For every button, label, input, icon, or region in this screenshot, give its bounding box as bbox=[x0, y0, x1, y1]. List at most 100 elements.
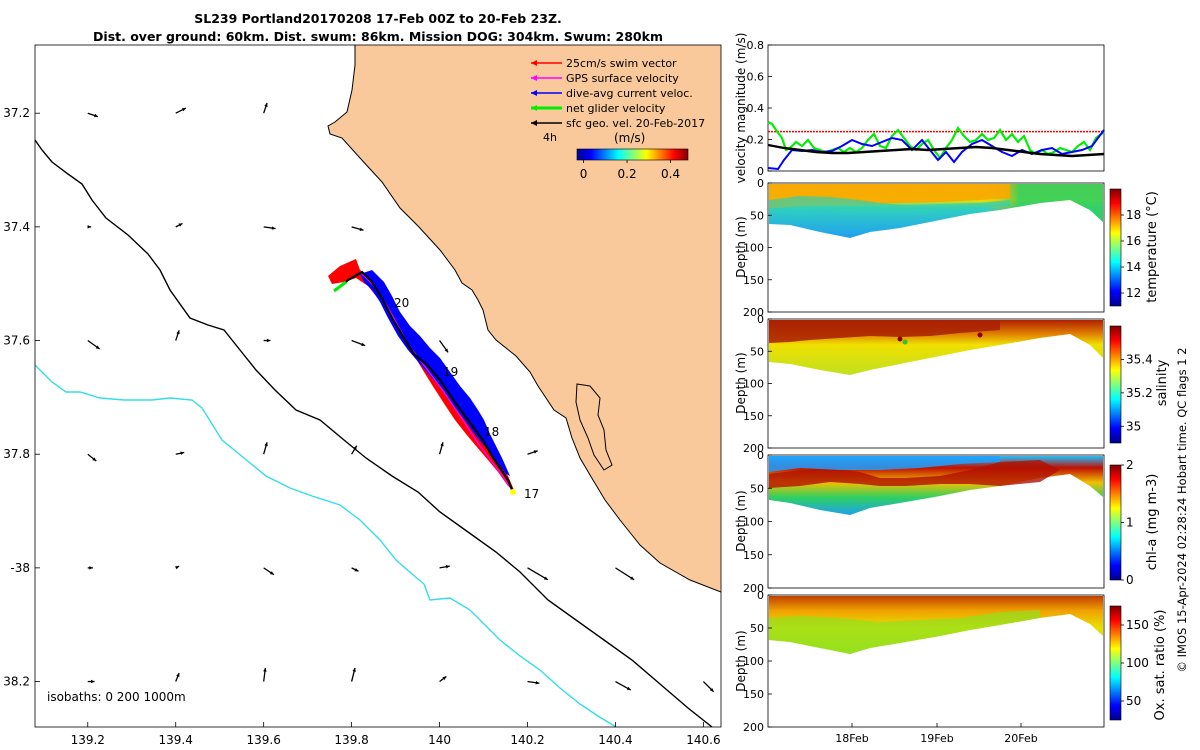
depth-tick-label: 50 bbox=[750, 482, 764, 495]
velocity-y-tick-label: 0.8 bbox=[747, 39, 765, 52]
chla-panel: 0 50 100 150 200 Depth (m) 2 1 0 chl-a (mg m-3… bbox=[734, 449, 1160, 595]
temperature-section-upper bbox=[769, 184, 1103, 222]
sfc-geo-arrow bbox=[527, 567, 549, 581]
sfc-geo-arrowhead bbox=[630, 576, 635, 580]
sfc-geo-arrowhead bbox=[175, 566, 180, 570]
sfc-geo-velocity-line bbox=[767, 143, 1105, 158]
chla-colorbar-ticks: 2 1 0 bbox=[1121, 458, 1134, 587]
sfc-geo-arrowhead bbox=[264, 442, 268, 447]
figure-title-line1: SL239 Portland20170208 17-Feb 00Z to 20-… bbox=[194, 11, 562, 26]
velocity-panel: 0 0.2 0.4 0.6 0.8 velocity magnitude (m/s) bbox=[734, 33, 1105, 183]
sfc-geo-arrowhead bbox=[89, 566, 93, 570]
land-area bbox=[328, 45, 721, 592]
cbar-tick-label: 35.4 bbox=[1126, 352, 1153, 366]
depth-tick-label: 50 bbox=[750, 345, 764, 358]
legend-label-swim: 25cm/s swim vector bbox=[566, 57, 677, 70]
map-frame bbox=[34, 44, 722, 728]
depth-tick-label: 150 bbox=[743, 549, 764, 562]
sfc-geo-arrowhead bbox=[626, 686, 631, 691]
salinity-colorbar-ticks: 35.4 35.2 35 bbox=[1121, 352, 1153, 433]
sfc-geo-arrowhead bbox=[440, 442, 444, 447]
sfc-geo-arrowhead bbox=[533, 450, 538, 454]
cbar-tick-label: 2 bbox=[1126, 458, 1134, 472]
legend-arrowhead-sfc_geo bbox=[531, 120, 537, 126]
depth-tick-label: 200 bbox=[743, 306, 764, 319]
sfc-geo-arrowhead bbox=[87, 225, 92, 229]
speed-cbar-tick-label: 0.4 bbox=[661, 167, 680, 181]
temperature-y-ticks: 0 50 100 150 200 bbox=[743, 177, 772, 319]
salinity-panel: 0 50 100 150 200 Depth (m) 35.4 35.2 35 salini… bbox=[734, 313, 1170, 455]
depth-tick-label: 0 bbox=[757, 177, 764, 190]
depth-tick-label: 200 bbox=[743, 582, 764, 595]
legend-arrowhead-swim bbox=[531, 60, 537, 66]
track-line bbox=[335, 270, 515, 493]
legend-arrowhead-dive_avg bbox=[531, 90, 537, 96]
velocity-y-tick-label: 0.4 bbox=[747, 102, 765, 115]
track-end-marker bbox=[510, 489, 516, 495]
legend-label-net: net glider velocity bbox=[566, 102, 666, 115]
legend-arrowhead-net bbox=[531, 105, 537, 111]
sfc-geo-arrowhead bbox=[543, 576, 548, 580]
velocity-y-tick-label: 0.2 bbox=[747, 134, 765, 147]
temperature-colorbar-ticks: 18 16 14 12 bbox=[1121, 208, 1141, 300]
cbar-tick-label: 35.2 bbox=[1126, 386, 1153, 400]
speed-colorbar bbox=[576, 148, 689, 161]
track-map: 20 19 18 17 139.2 139.4 139.6 139.8 140 140.2… bbox=[3, 44, 722, 747]
salinity-spot bbox=[897, 336, 903, 342]
day-label-20: 20 bbox=[394, 296, 409, 310]
velocity-y-ticks: 0 0.2 0.4 0.6 0.8 bbox=[747, 39, 772, 178]
map-x-tick-label: 140 bbox=[428, 733, 451, 747]
velocity-y-tick-label: 0.6 bbox=[747, 71, 765, 84]
oxygen-y-ticks: 0 50 100 150 200 bbox=[743, 589, 772, 734]
sfc-geo-arrowhead bbox=[266, 338, 271, 343]
chla-cbar-label: chl-a (mg m-3) bbox=[1145, 474, 1160, 571]
temperature-ylabel: Depth (m) bbox=[734, 216, 748, 277]
sfc-geo-arrowhead bbox=[535, 681, 540, 685]
legend-arrowhead-gps bbox=[531, 75, 537, 81]
salinity-colorbar bbox=[1109, 325, 1122, 444]
sfc-geo-arrowhead bbox=[709, 687, 714, 692]
map-y-tick-label: 37.2 bbox=[3, 106, 30, 120]
map-x-tick-label: 140.4 bbox=[598, 733, 632, 747]
oxygen-panel: 0 50 100 150 200 Depth (m) 18Feb 19Feb 20Feb 1… bbox=[734, 589, 1168, 745]
map-y-tick-label: 37.8 bbox=[3, 447, 30, 461]
oxygen-colorbar-ticks: 150 100 50 bbox=[1121, 618, 1149, 708]
sfc-geo-arrowhead bbox=[176, 673, 180, 678]
sfc-geo-arrowhead bbox=[271, 226, 276, 230]
oxygen-ylabel: Depth (m) bbox=[734, 630, 748, 691]
time-tick-label: 20Feb bbox=[1004, 732, 1037, 745]
map-legend: 25cm/s swim vector GPS surface velocity di… bbox=[531, 57, 705, 130]
sfc-geo-arrowhead bbox=[442, 676, 447, 680]
cbar-tick-label: 12 bbox=[1126, 286, 1141, 300]
map-x-tick-label: 139.4 bbox=[159, 733, 193, 747]
net-velocity-segment bbox=[333, 280, 347, 293]
temperature-thermocline bbox=[769, 196, 1010, 212]
salinity-spot bbox=[902, 339, 908, 345]
sfc-geo-arrow bbox=[615, 567, 635, 581]
depth-tick-label: 50 bbox=[750, 209, 764, 222]
map-x-tick-label: 139.8 bbox=[334, 733, 368, 747]
time-tick-label: 18Feb bbox=[835, 732, 868, 745]
depth-tick-label: 150 bbox=[743, 688, 764, 701]
cbar-tick-label: 14 bbox=[1126, 260, 1141, 274]
isobath-note: isobaths: 0 200 1000m bbox=[47, 690, 186, 704]
temperature-colorbar bbox=[1109, 188, 1122, 307]
salinity-surface-band bbox=[769, 320, 1000, 343]
oxygen-colorbar bbox=[1109, 605, 1122, 721]
legend-label-dive_avg: dive-avg current veloc. bbox=[566, 87, 693, 100]
colorbar-unit: (m/s) bbox=[614, 131, 645, 145]
map-y-tick-label: -38 bbox=[10, 561, 30, 575]
map-x-tick-label: 140.6 bbox=[686, 733, 720, 747]
sfc-geo-arrowhead bbox=[94, 113, 98, 118]
velocity-y-tick-label: 0 bbox=[757, 165, 764, 178]
depth-tick-label: 0 bbox=[757, 449, 764, 462]
cbar-tick-label: 16 bbox=[1126, 234, 1141, 248]
sfc-geo-arrowhead bbox=[178, 223, 183, 227]
sfc-geo-arrowhead bbox=[90, 679, 95, 684]
depth-tick-label: 150 bbox=[743, 410, 764, 423]
sfc-geo-arrowhead bbox=[181, 108, 186, 112]
map-x-tick-label: 139.2 bbox=[71, 733, 105, 747]
salinity-y-ticks: 0 50 100 150 200 bbox=[743, 313, 772, 455]
day-label-18: 18 bbox=[484, 425, 499, 439]
